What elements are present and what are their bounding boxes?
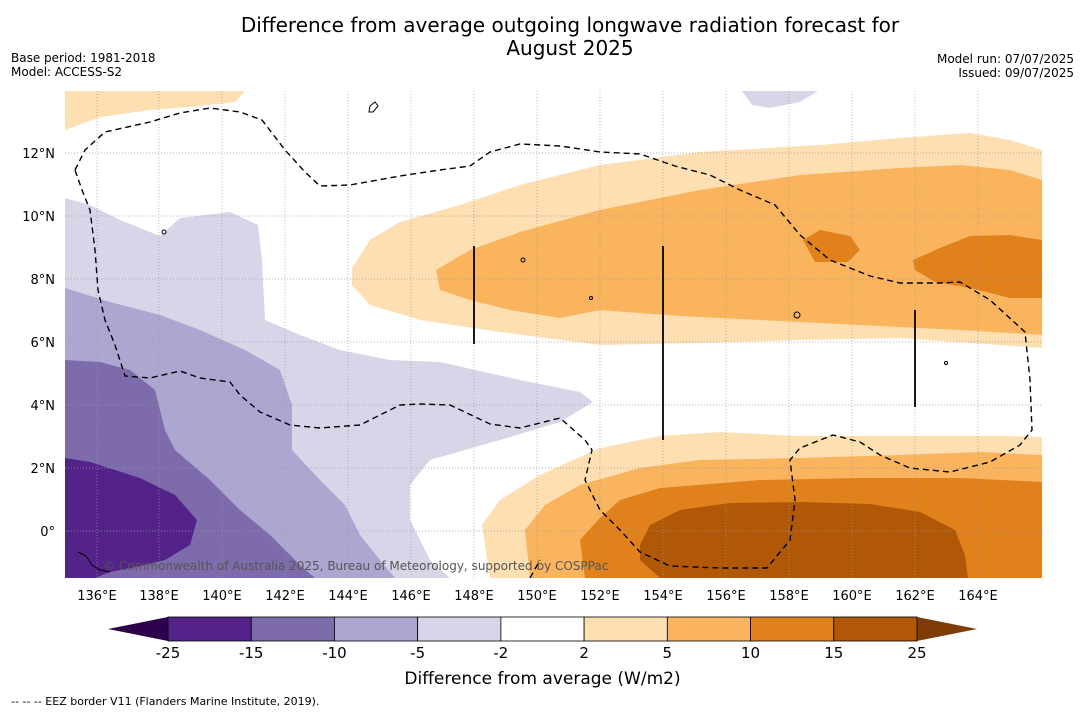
- anomaly-region-north-10-15b: [913, 235, 1042, 298]
- colorbar-segment: [750, 616, 835, 642]
- colorbar-segment: [583, 616, 668, 642]
- lon-label: 152°E: [580, 589, 620, 604]
- colorbar-tick-label: 5: [663, 644, 673, 662]
- island-yap: [161, 229, 167, 235]
- lat-label: 8°N: [31, 273, 56, 288]
- lon-label: 148°E: [454, 589, 494, 604]
- lon-label: 154°E: [643, 589, 683, 604]
- lon-label: 146°E: [391, 589, 431, 604]
- anomaly-region-north-10-15a: [803, 230, 860, 262]
- eez-legend-note: -- -- -- EEZ border V11 (Flanders Marine…: [11, 695, 320, 708]
- lon-label: 162°E: [895, 589, 935, 604]
- colorbar-label: Difference from average (W/m2): [404, 669, 681, 689]
- colorbar-tick-label: -5: [410, 644, 425, 662]
- copyright-note: © Commonwealth of Australia 2025, Bureau…: [103, 559, 608, 573]
- island-kosrae: [944, 361, 948, 365]
- lon-label: 142°E: [265, 589, 305, 604]
- anomaly-region-top-left-orange: [65, 91, 245, 130]
- eez-borders: [74, 107, 1033, 578]
- colorbar-ticks: -25 -15 -10 -5 -2 2 5 10 15 25: [156, 644, 927, 662]
- lon-label: 164°E: [958, 589, 998, 604]
- lon-label: 138°E: [139, 589, 179, 604]
- colorbar-segment: [666, 616, 751, 642]
- colorbar-segment: [500, 616, 585, 642]
- issued-date: Issued: 09/07/2025: [958, 66, 1074, 80]
- colorbar-tick-label: -25: [156, 644, 181, 662]
- island-pohnpei: [793, 311, 801, 319]
- lon-label: 144°E: [328, 589, 368, 604]
- map-plot-area: © Commonwealth of Australia 2025, Bureau…: [65, 91, 1042, 578]
- lon-label: 140°E: [202, 589, 242, 604]
- title-line-2: August 2025: [506, 36, 634, 60]
- reference-lines: [473, 246, 916, 440]
- model-name: Model: ACCESS-S2: [11, 65, 123, 79]
- lon-label: 160°E: [832, 589, 872, 604]
- lat-label: 2°N: [31, 462, 56, 477]
- lat-label: 10°N: [22, 210, 55, 225]
- colorbar-tick-label: 2: [579, 644, 589, 662]
- island-chuuk: [520, 257, 526, 263]
- anomaly-region-top-purple: [742, 91, 818, 108]
- lon-label: 150°E: [517, 589, 557, 604]
- meta-right: Model run: 07/07/2025 Issued: 09/07/2025: [937, 52, 1074, 80]
- model-run: Model run: 07/07/2025: [936, 52, 1074, 66]
- anomaly-region-north-5-10: [436, 165, 1042, 335]
- lon-axis: 136°E 138°E 140°E 142°E 144°E 146°E 148°…: [77, 589, 998, 604]
- lat-label: 4°N: [31, 399, 56, 414]
- lat-label: 6°N: [31, 336, 56, 351]
- colorbar-segment: [833, 616, 918, 642]
- colorbar-tick-label: 15: [824, 644, 843, 662]
- title-line-1: Difference from average outgoing longwav…: [240, 13, 900, 37]
- colorbar-tick-label: -2: [493, 644, 508, 662]
- colorbar-segment: [167, 616, 252, 642]
- colorbar-extend-high: [917, 617, 977, 641]
- lon-label: 136°E: [77, 589, 117, 604]
- colorbar-tick-label: -15: [239, 644, 264, 662]
- island-outlines: [77, 101, 948, 573]
- island-guam: [368, 101, 379, 113]
- meta-left: Base period: 1981-2018 Model: ACCESS-S2: [11, 51, 156, 79]
- eez-border-south-fragment: [529, 559, 541, 578]
- anomaly-region-neg15-neg25: [65, 458, 197, 578]
- colorbar-segments: [167, 616, 918, 642]
- colorbar-segment: [250, 616, 335, 642]
- lat-label: 0°: [40, 525, 55, 540]
- lat-label: 12°N: [22, 147, 55, 162]
- base-period: Base period: 1981-2018: [11, 51, 156, 65]
- colorbar-extend-low: [108, 617, 168, 641]
- lat-axis: 12°N 10°N 8°N 6°N 4°N 2°N 0°: [22, 147, 55, 540]
- island-palau: [77, 551, 111, 573]
- chart-title: Difference from average outgoing longwav…: [0, 14, 1085, 60]
- colorbar: -25 -15 -10 -5 -2 2 5 10 15 25: [108, 616, 977, 662]
- colorbar-tick-label: 25: [907, 644, 926, 662]
- colorbar-segment: [417, 616, 502, 642]
- colorbar-tick-label: 10: [741, 644, 760, 662]
- lon-label: 156°E: [706, 589, 746, 604]
- lon-label: 158°E: [769, 589, 809, 604]
- colorbar-segment: [334, 616, 419, 642]
- eez-border-north: [74, 107, 1033, 569]
- island-atoll-1: [589, 296, 593, 300]
- anomaly-region-south-15-25: [640, 502, 968, 578]
- colorbar-tick-label: -10: [322, 644, 347, 662]
